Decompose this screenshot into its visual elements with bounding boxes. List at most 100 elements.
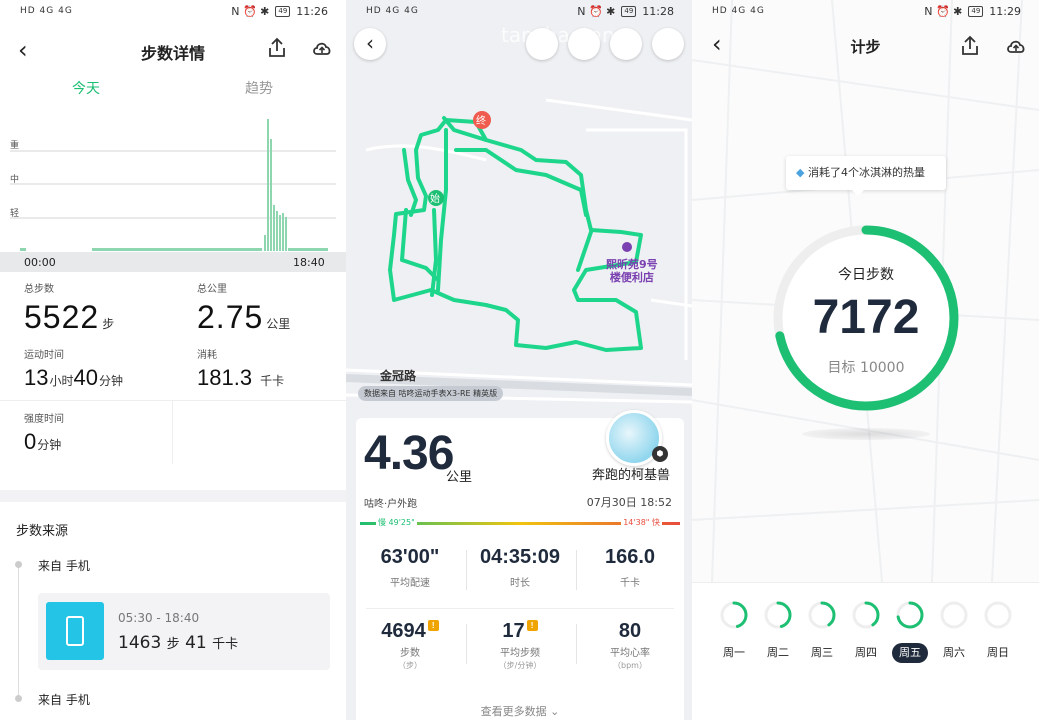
timeline-dot (15, 695, 22, 702)
weekday-label: 周二 (767, 646, 789, 659)
level-badge-icon: ⬢ (652, 446, 668, 462)
tip-text: 消耗了4个冰淇淋的热量 (807, 166, 925, 179)
divider (576, 624, 577, 664)
status-time: 11:28 (642, 5, 674, 18)
stat-total-distance: 总公里 2.75 公里 (197, 280, 290, 336)
source-steps: 1463 (118, 633, 162, 653)
metric-label: 时长 (510, 578, 530, 589)
battery-icon: 49 (621, 6, 637, 17)
sport-type: 咕咚·户外跑 (364, 499, 418, 510)
stat-intensity-time: 强度时间 0分钟 (24, 410, 64, 455)
weekday-6[interactable]: 周六 (936, 601, 972, 663)
stat-label: 运动时间 (24, 350, 64, 361)
stat-label: 总步数 (24, 284, 54, 295)
weekday-5[interactable]: 周五 (892, 601, 928, 663)
step-goal: 目标 10000 (827, 360, 905, 376)
status-bar: HD 4G 4G N ⏰ ✱ 49 11:28 (346, 0, 692, 24)
source-steps-unit: 步 (166, 637, 180, 652)
source-time-range: 05:30 - 18:40 (118, 611, 200, 625)
stat-duration: 运动时间 13小时40分钟 (24, 346, 123, 391)
status-right: N ⏰ ✱ 49 11:26 (231, 5, 328, 18)
share-icon[interactable] (652, 28, 684, 60)
tab-today[interactable]: 今天 (72, 81, 100, 97)
metric-steps: 4694! (360, 620, 460, 643)
source-card[interactable]: 05:30 - 18:40 1463 步 41 千卡 (38, 593, 330, 670)
page-title: 步数详情 (140, 44, 205, 63)
metric-sub: （步/分钟） (498, 661, 542, 670)
pace-slow: 慢 49'25" (376, 517, 417, 528)
metric-calories: 166.0 (604, 546, 656, 568)
network-indicators: HD 4G 4G (20, 6, 73, 16)
location-icon[interactable] (568, 28, 600, 60)
divider (466, 550, 467, 590)
status-icons: N ⏰ ✱ (924, 5, 963, 18)
stat-unit: 分钟 (37, 438, 62, 452)
cloud-upload-icon[interactable] (310, 36, 334, 60)
data-source-pill: 数据来自 咕咚运动手表X3-RE 精英版 (358, 386, 504, 401)
map-layer-icon[interactable] (526, 28, 558, 60)
status-icons: N ⏰ ✱ (577, 5, 616, 18)
metric-label: 平均步频 (500, 648, 540, 659)
stat-unit: 千卡 (260, 374, 285, 388)
metric-label: 平均配速 (390, 578, 430, 589)
source-item-label: 来自 手机 (38, 559, 90, 573)
weekday-2[interactable]: 周二 (760, 601, 796, 663)
stat-total-steps: 总步数 5522 步 (24, 280, 114, 336)
back-arrow-icon[interactable]: ‹ (712, 30, 722, 58)
step-intensity-chart: 重 中 轻 (10, 119, 336, 251)
stat-calories: 消耗 181.3 千卡 (197, 346, 284, 391)
distance-value: 4.36 (364, 427, 454, 480)
tab-trend[interactable]: 趋势 (245, 81, 273, 97)
stat-value: 2.75 (197, 299, 264, 335)
route-map[interactable]: 始 终 tanchaotang (346, 0, 692, 410)
weekday-1[interactable]: 周一 (716, 601, 752, 663)
weekday-7[interactable]: 周日 (980, 601, 1016, 663)
today-steps-label: 今日步数 (838, 267, 894, 283)
divider (366, 608, 674, 609)
svg-text:tanchaotang: tanchaotang (501, 23, 627, 47)
day-progress-ring (764, 601, 792, 629)
status-bar: HD 4G 4G N ⏰ ✱ 49 11:29 (692, 0, 1039, 24)
metric-label: 千卡 (620, 578, 640, 589)
weekday-4[interactable]: 周四 (848, 601, 884, 663)
pace-fast: 14'38" 快 (621, 517, 662, 528)
weekday-label: 周五 (892, 643, 928, 663)
weekday-3[interactable]: 周三 (804, 601, 840, 663)
metric-cadence: 17! (470, 620, 570, 643)
cloud-upload-icon[interactable] (1004, 34, 1028, 58)
camera-icon[interactable] (610, 28, 642, 60)
network-indicators: HD 4G 4G (712, 6, 765, 16)
warning-icon[interactable]: ! (427, 620, 439, 631)
status-right: N ⏰ ✱ 49 11:28 (577, 5, 674, 18)
metric-heart-rate: 80 (618, 620, 642, 642)
day-progress-ring (808, 601, 836, 629)
status-time: 11:29 (989, 5, 1021, 18)
view-more-button[interactable]: 查看更多数据 ⌄ (480, 705, 560, 718)
share-icon[interactable] (265, 36, 289, 60)
back-arrow-icon[interactable]: ‹ (18, 36, 28, 64)
svg-text:始: 始 (430, 192, 440, 205)
day-progress-ring (720, 601, 748, 629)
weekday-label: 周三 (811, 646, 833, 659)
source-kcal: 41 (185, 633, 207, 653)
stat-label: 总公里 (197, 284, 227, 295)
share-icon[interactable] (958, 34, 982, 58)
back-arrow-icon[interactable]: ‹ (354, 28, 386, 60)
status-icons: N ⏰ ✱ (231, 5, 270, 18)
run-record-screen: 始 终 tanchaotang HD 4G 4G N ⏰ ✱ 49 11:28 … (346, 0, 692, 720)
weekday-label: 周一 (723, 646, 745, 659)
poi-line: 楼便利店 (609, 271, 654, 284)
source-summary: 1463 步 41 千卡 (118, 633, 238, 653)
battery-icon: 49 (275, 6, 291, 17)
section-separator (0, 490, 346, 502)
poi-label: 熙昕苑9号 楼便利店 (606, 258, 658, 284)
calorie-tip: ◆ 消耗了4个冰淇淋的热量 (786, 156, 946, 196)
username[interactable]: 奔跑的柯基兽 (591, 468, 670, 483)
status-time: 11:26 (296, 5, 328, 18)
warning-icon[interactable]: ! (526, 620, 538, 631)
day-progress-ring (940, 601, 968, 629)
divider (172, 400, 173, 464)
stat-unit: 小时 (49, 374, 74, 388)
steps-progress-ring (773, 225, 959, 411)
phone-icon (46, 602, 104, 660)
